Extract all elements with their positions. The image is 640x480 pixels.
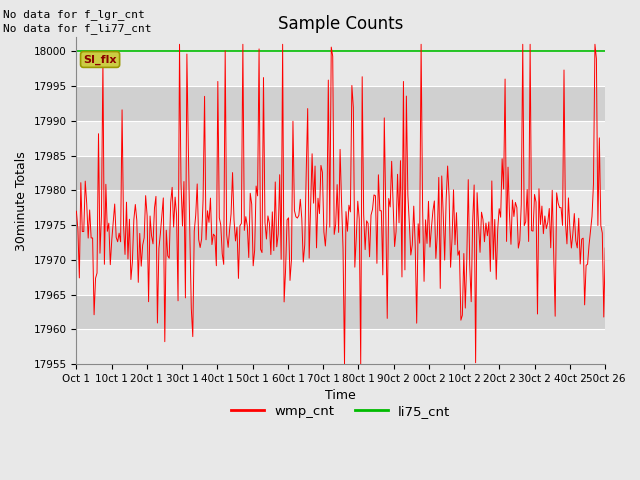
Bar [76, 156, 605, 190]
Bar [76, 329, 605, 364]
Text: SI_flx: SI_flx [83, 54, 117, 65]
Text: No data for f_lgr_cnt: No data for f_lgr_cnt [3, 9, 145, 20]
Legend: wmp_cnt, li75_cnt: wmp_cnt, li75_cnt [226, 399, 456, 423]
Bar [76, 51, 605, 86]
X-axis label: Time: Time [326, 389, 356, 402]
Bar [76, 86, 605, 121]
Text: No data for f_li77_cnt: No data for f_li77_cnt [3, 23, 152, 34]
Bar [76, 121, 605, 156]
Bar [76, 190, 605, 225]
Bar [76, 295, 605, 329]
Y-axis label: 30minute Totals: 30minute Totals [15, 151, 28, 251]
Bar [76, 260, 605, 295]
Bar [76, 225, 605, 260]
Title: Sample Counts: Sample Counts [278, 15, 403, 33]
